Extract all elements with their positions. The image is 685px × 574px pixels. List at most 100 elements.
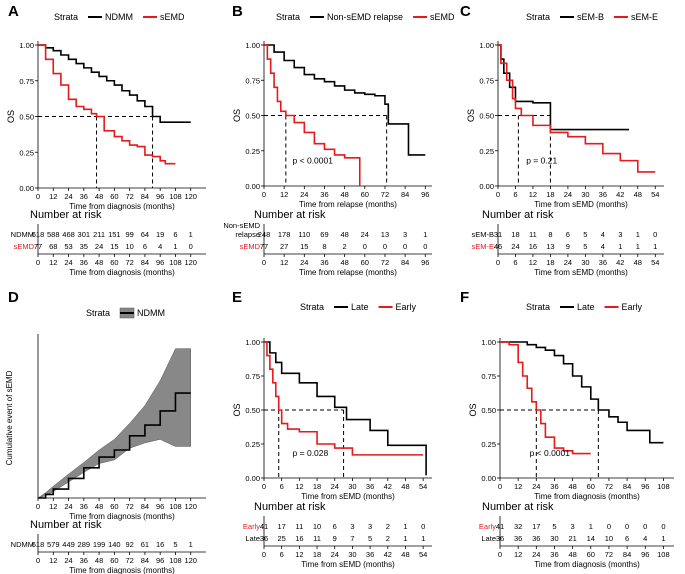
risk-value: 35 xyxy=(80,242,88,251)
x-tick-label: 42 xyxy=(384,482,392,491)
x-tick-label: 36 xyxy=(599,190,607,199)
risk-x-tick-label: 84 xyxy=(623,550,631,559)
risk-x-tick-label: 0 xyxy=(36,556,40,565)
x-tick-label: 24 xyxy=(64,502,72,511)
risk-title: Number at risk xyxy=(482,209,554,221)
series-line xyxy=(38,44,191,124)
panel-letter: E xyxy=(232,289,242,306)
risk-x-tick-label: 42 xyxy=(384,550,392,559)
legend-title: Strata xyxy=(526,12,550,22)
risk-value: 6 xyxy=(625,534,629,543)
x-tick-label: 24 xyxy=(331,482,339,491)
y-tick-label: 0.50 xyxy=(245,112,260,121)
y-tick-label: 0.75 xyxy=(481,372,496,381)
x-tick-label: 84 xyxy=(141,192,149,201)
risk-x-tick-label: 36 xyxy=(80,556,88,565)
x-tick-label: 42 xyxy=(616,190,624,199)
series-line xyxy=(264,341,427,476)
legend-entry: Early xyxy=(396,302,417,312)
risk-row-label: relapse xyxy=(235,230,260,239)
x-axis-label: Time from diagnosis (months) xyxy=(69,512,175,521)
risk-value: 11 xyxy=(529,230,537,239)
x-tick-label: 84 xyxy=(401,190,409,199)
x-tick-label: 36 xyxy=(80,192,88,201)
risk-value: 2 xyxy=(343,242,347,251)
risk-row-label: sEM-E xyxy=(472,242,495,251)
y-tick-label: 0.75 xyxy=(479,76,494,85)
risk-value: 17 xyxy=(532,522,540,531)
x-axis-label: Time from relapse (months) xyxy=(299,200,397,209)
x-axis-label: Time from sEMD (months) xyxy=(534,200,628,209)
risk-x-tick-label: 0 xyxy=(262,258,266,267)
x-tick-label: 120 xyxy=(184,502,197,511)
risk-row-label: NDMM xyxy=(11,230,34,239)
risk-value: 8 xyxy=(322,242,326,251)
y-tick-label: 1.00 xyxy=(481,338,496,347)
legend-entry: Early xyxy=(622,302,643,312)
y-tick-label: 0.00 xyxy=(481,474,496,483)
risk-value: 1 xyxy=(173,242,177,251)
risk-x-tick-label: 48 xyxy=(95,556,103,565)
risk-value: 0 xyxy=(363,242,367,251)
y-axis-label: OS xyxy=(232,109,242,122)
risk-value: 1 xyxy=(189,540,193,549)
risk-value: 4 xyxy=(601,242,605,251)
risk-x-tick-label: 12 xyxy=(295,550,303,559)
x-tick-label: 48 xyxy=(634,190,642,199)
risk-x-tick-label: 96 xyxy=(641,550,649,559)
legend-title: Strata xyxy=(54,12,78,22)
x-axis-label: Time from sEMD (months) xyxy=(301,492,395,501)
panel-F: F Strata Late Early 0.00 0.25 0.50 0.75 1.00 0 12 2… xyxy=(460,289,674,569)
legend-entry: NDMM xyxy=(105,12,133,22)
risk-value: 1 xyxy=(661,534,665,543)
risk-value: 110 xyxy=(298,230,310,239)
risk-value: 1 xyxy=(421,534,425,543)
series-line xyxy=(500,341,664,444)
risk-x-tick-label: 42 xyxy=(616,258,624,267)
risk-value: 5 xyxy=(583,230,587,239)
risk-value: 30 xyxy=(550,534,558,543)
risk-value: 92 xyxy=(125,540,133,549)
risk-value: 48 xyxy=(340,230,348,239)
x-tick-label: 36 xyxy=(80,502,88,511)
risk-row-label: Non-sEMD xyxy=(223,221,260,230)
legend-entry: NDMM xyxy=(137,308,165,318)
risk-value: 16 xyxy=(156,540,164,549)
y-tick-label: 1.00 xyxy=(479,41,494,50)
legend-title: Strata xyxy=(300,302,324,312)
p-value: p = 0.028 xyxy=(293,448,329,458)
risk-x-axis-label: Time from relapse (months) xyxy=(299,268,397,277)
risk-x-tick-label: 12 xyxy=(49,258,57,267)
risk-x-axis-label: Time from sEMD (months) xyxy=(534,268,628,277)
x-tick-label: 72 xyxy=(125,192,133,201)
risk-value: 0 xyxy=(607,522,611,531)
risk-value: 16 xyxy=(295,534,303,543)
y-axis-label: OS xyxy=(466,109,476,122)
risk-x-tick-label: 6 xyxy=(513,258,517,267)
risk-value: 16 xyxy=(529,242,537,251)
risk-value: 36 xyxy=(514,534,522,543)
x-tick-label: 120 xyxy=(184,192,197,201)
risk-x-tick-label: 36 xyxy=(550,550,558,559)
x-tick-label: 36 xyxy=(320,190,328,199)
risk-x-axis-label: Time from diagnosis (months) xyxy=(534,560,640,569)
risk-value: 5 xyxy=(552,522,556,531)
x-tick-label: 48 xyxy=(401,482,409,491)
risk-x-tick-label: 60 xyxy=(110,556,118,565)
x-tick-label: 54 xyxy=(419,482,427,491)
risk-value: 0 xyxy=(625,522,629,531)
x-tick-label: 108 xyxy=(657,482,670,491)
risk-x-tick-label: 36 xyxy=(366,550,374,559)
risk-value: 3 xyxy=(571,522,575,531)
risk-x-tick-label: 54 xyxy=(651,258,659,267)
series-line xyxy=(500,341,591,455)
risk-value: 1 xyxy=(423,230,427,239)
risk-title: Number at risk xyxy=(482,501,554,513)
y-tick-label: 0.75 xyxy=(245,76,260,85)
series-line xyxy=(38,392,191,499)
risk-x-tick-label: 12 xyxy=(49,556,57,565)
p-value: p < 0.0001 xyxy=(293,155,334,165)
risk-value: 0 xyxy=(643,522,647,531)
risk-row-label: NDMM xyxy=(11,540,34,549)
x-tick-label: 48 xyxy=(568,482,576,491)
